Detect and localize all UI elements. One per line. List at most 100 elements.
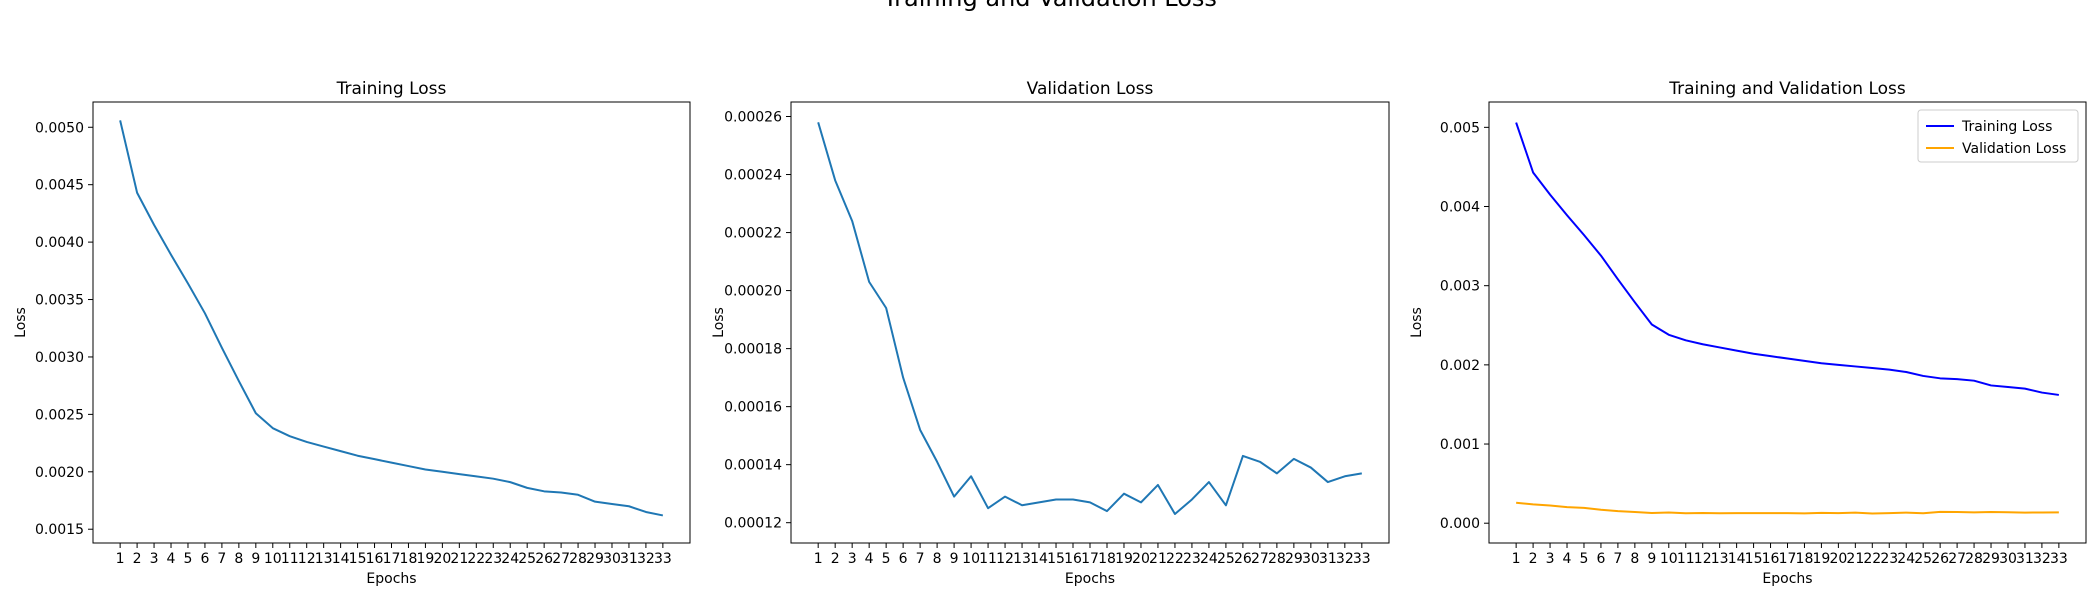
x-tick-label: 17	[1081, 551, 1099, 567]
x-tick-label: 4	[865, 551, 874, 567]
x-tick-label: 30	[1302, 551, 1320, 567]
y-tick-label: 0.001	[1440, 437, 1480, 453]
x-tick-label: 27	[1948, 551, 1966, 567]
x-tick-label: 25	[1914, 551, 1932, 567]
x-tick-label: 23	[1183, 551, 1201, 567]
x-tick-label: 31	[620, 551, 638, 567]
x-tick-label: 12	[298, 551, 316, 567]
x-tick-label: 15	[349, 551, 367, 567]
chart-1: Training Loss 0.0015 0.0020 0.0025 0.0030 0.0…	[13, 79, 691, 587]
y-axis-label: Loss	[1409, 307, 1425, 338]
x-tick-label: 13	[315, 551, 333, 567]
x-tick-label: 13	[1013, 551, 1031, 567]
x-tick-label: 26	[1931, 551, 1949, 567]
x-tick-label: 5	[184, 551, 193, 567]
y-tick-label: 0.00016	[724, 400, 782, 416]
x-tick-label: 21	[1149, 551, 1167, 567]
x-tick-label: 2	[133, 551, 142, 567]
x-tick-label: 25	[1217, 551, 1235, 567]
x-tick-label: 15	[1745, 551, 1763, 567]
legend-label: Validation Loss	[1962, 141, 2066, 157]
x-tick-label: 3	[150, 551, 159, 567]
x-tick-label: 24	[1200, 551, 1218, 567]
x-tick-label: 5	[882, 551, 891, 567]
x-tick-label: 4	[167, 551, 176, 567]
x-tick-label: 1	[1512, 551, 1521, 567]
x-tick-label: 14	[1728, 551, 1746, 567]
legend: Training Loss Validation Loss	[1917, 109, 2079, 163]
x-tick-label: 9	[1647, 551, 1656, 567]
series-line-2	[1516, 501, 2059, 515]
x-tick-label: 6	[899, 551, 908, 567]
y-tick-label: 0.004	[1440, 200, 1480, 216]
x-tick-label: 18	[1098, 551, 1116, 567]
y-tick-label: 0.0030	[35, 350, 84, 366]
chart-title: Training and Validation Loss	[1668, 79, 1906, 99]
x-tick-label: 19	[1813, 551, 1831, 567]
x-tick-label: 28	[569, 551, 587, 567]
x-tick-label: 28	[1965, 551, 1983, 567]
y-tick-label: 0.00018	[724, 342, 782, 358]
x-tick-label: 12	[996, 551, 1014, 567]
legend-label: Training Loss	[1961, 119, 2052, 135]
x-tick-label: 25	[518, 551, 536, 567]
x-tick-label: 12	[1694, 551, 1712, 567]
x-tick-label: 7	[916, 551, 925, 567]
x-tick-label: 16	[1762, 551, 1780, 567]
figure-suptitle: Training and Validation Loss	[882, 0, 1217, 12]
x-tick-label: 20	[1132, 551, 1150, 567]
x-tick-label: 10	[264, 551, 282, 567]
x-tick-label: 30	[1999, 551, 2017, 567]
x-tick-label: 24	[1897, 551, 1915, 567]
chart-3: Training and Validation Loss 0.000 0.001 0.…	[1409, 79, 2087, 587]
series-line-1	[119, 120, 664, 517]
x-tick-label: 8	[933, 551, 942, 567]
x-tick-label: 26	[1234, 551, 1252, 567]
y-tick-label: 0.00020	[724, 284, 782, 300]
x-tick-label: 26	[535, 551, 553, 567]
x-tick-label: 17	[1779, 551, 1797, 567]
x-tick-label: 2	[831, 551, 840, 567]
y-tick-label: 0.005	[1440, 120, 1480, 136]
series-line-1	[817, 122, 1362, 515]
x-tick-label: 2	[1529, 551, 1538, 567]
x-tick-label: 1	[814, 551, 823, 567]
x-tick-label: 5	[1580, 551, 1589, 567]
y-tick-label: 0.000	[1440, 516, 1480, 532]
x-tick-label: 18	[400, 551, 418, 567]
x-tick-label: 22	[1863, 551, 1881, 567]
x-tick-label: 33	[2050, 551, 2068, 567]
x-tick-label: 21	[450, 551, 468, 567]
x-tick-label: 17	[383, 551, 401, 567]
x-tick-label: 11	[979, 551, 997, 567]
axes-frame	[1488, 101, 2087, 544]
x-tick-label: 24	[501, 551, 519, 567]
x-axis-label: Epochs	[1065, 571, 1115, 587]
series-line-1	[1515, 122, 2059, 396]
x-tick-label: 19	[417, 551, 435, 567]
y-tick-label: 0.0045	[35, 178, 84, 194]
y-tick-label: 0.0025	[35, 407, 84, 423]
x-tick-label: 7	[217, 551, 226, 567]
x-tick-label: 15	[1047, 551, 1065, 567]
x-tick-label: 33	[654, 551, 672, 567]
x-tick-label: 20	[433, 551, 451, 567]
y-tick-label: 0.0035	[35, 293, 84, 309]
x-tick-label: 8	[1630, 551, 1639, 567]
x-tick-label: 28	[1268, 551, 1286, 567]
x-tick-label: 19	[1115, 551, 1133, 567]
x-tick-label: 10	[962, 551, 980, 567]
x-tick-label: 23	[1880, 551, 1898, 567]
x-tick-label: 1	[116, 551, 125, 567]
x-tick-label: 32	[1336, 551, 1354, 567]
y-tick-label: 0.00026	[724, 110, 782, 126]
x-tick-label: 14	[332, 551, 350, 567]
axes-frame	[92, 101, 691, 544]
x-tick-label: 18	[1796, 551, 1814, 567]
y-tick-label: 0.0050	[35, 120, 84, 136]
x-tick-label: 29	[1285, 551, 1303, 567]
x-tick-label: 20	[1829, 551, 1847, 567]
x-tick-label: 16	[366, 551, 384, 567]
x-tick-label: 9	[251, 551, 260, 567]
chart-title: Validation Loss	[1027, 79, 1154, 99]
